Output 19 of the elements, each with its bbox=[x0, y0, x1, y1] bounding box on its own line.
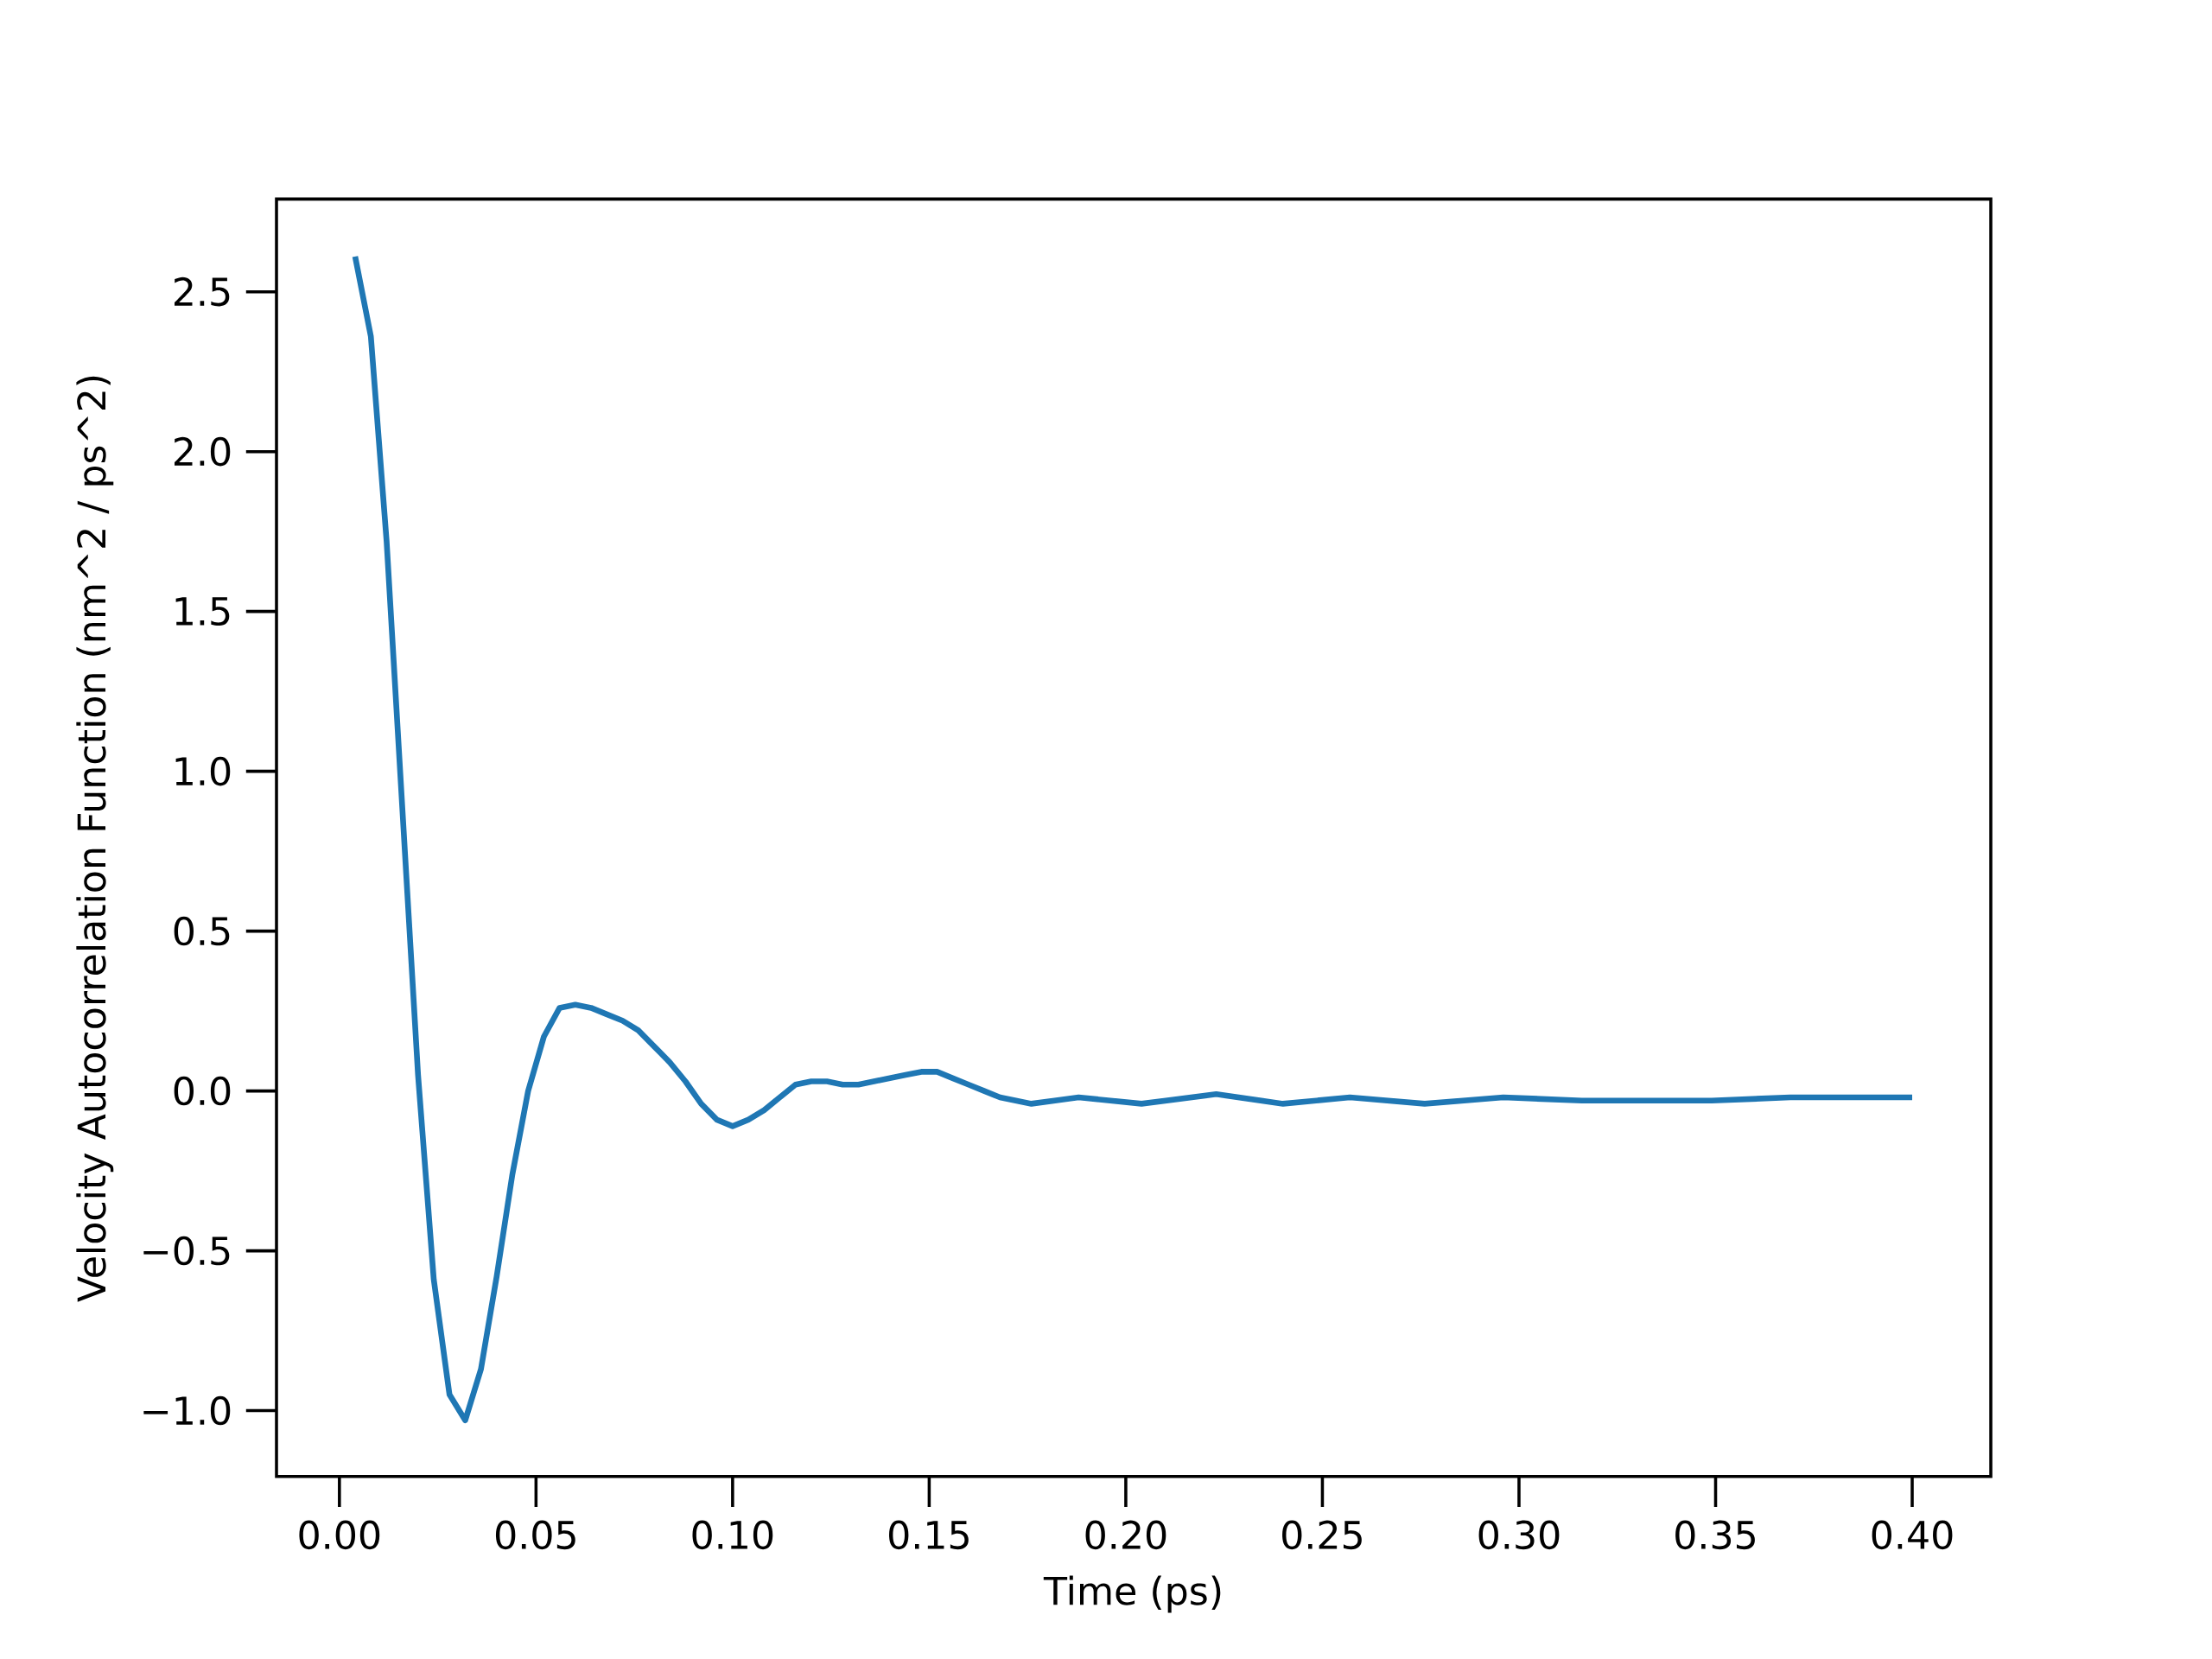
x-tick-label: 0.25 bbox=[1282, 1520, 1362, 1550]
y-tick-label: 0.5 bbox=[174, 916, 230, 946]
x-axis-title: Time (ps) bbox=[1043, 1575, 1221, 1613]
x-tick-label: 0.20 bbox=[1085, 1520, 1166, 1550]
x-tick-label: 0.05 bbox=[495, 1520, 575, 1550]
x-tick-label: 0.40 bbox=[1872, 1520, 1953, 1550]
x-tick-label: 0.35 bbox=[1675, 1520, 1755, 1550]
y-axis-title: Velocity Autocorrelation Function (nm^2 / ps^2) bbox=[76, 376, 114, 1302]
x-tick-label: 0.30 bbox=[1478, 1520, 1560, 1550]
y-tick-label: −0.5 bbox=[143, 1236, 230, 1266]
y-tick-label: 0.0 bbox=[174, 1076, 231, 1106]
y-tick-label: −1.0 bbox=[143, 1395, 231, 1426]
x-tick-label: 0.15 bbox=[889, 1520, 969, 1550]
y-tick-label: 2.5 bbox=[175, 276, 230, 307]
y-tick-label: 1.5 bbox=[175, 597, 230, 626]
x-tick-label: 0.00 bbox=[299, 1520, 380, 1550]
y-tick-label: 1.0 bbox=[175, 756, 231, 786]
x-tick-label: 0.10 bbox=[692, 1520, 773, 1550]
y-tick-label: 2.0 bbox=[175, 436, 231, 467]
